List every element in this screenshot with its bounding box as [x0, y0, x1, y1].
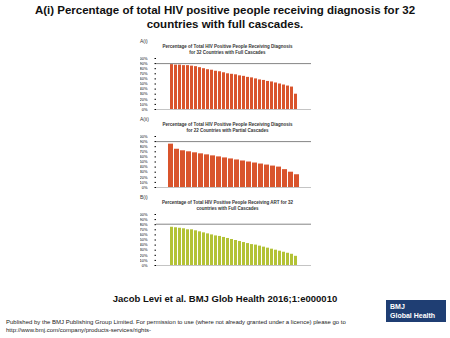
svg-text:60%: 60%	[140, 232, 148, 237]
html-text:Published by the BMJ Publishin: Published by the BMJ Publishing Group Li…	[6, 319, 346, 333]
svg-text:0%: 0%	[142, 185, 148, 190]
html-text:Percentage of Total HIV Positi: Percentage of Total HIV Positive People …	[162, 200, 293, 211]
svg-text:0%: 0%	[142, 107, 148, 112]
svg-text:20%: 20%	[140, 253, 148, 258]
svg-text:90%: 90%	[140, 139, 148, 144]
svg-text:40%: 40%	[140, 86, 148, 91]
svg-text:40%: 40%	[140, 242, 148, 247]
svg-text:20%: 20%	[140, 175, 148, 180]
svg-text:50%: 50%	[140, 237, 148, 242]
html-text:A(i) Percentage of total HIV p: A(i) Percentage of total HIV positive pe…	[34, 4, 416, 30]
html-text:Percentage of Total HIV Positi: Percentage of Total HIV Positive People …	[162, 122, 293, 133]
svg-text:60%: 60%	[140, 154, 148, 159]
svg-text:30%: 30%	[140, 247, 148, 252]
svg-text:70%: 70%	[140, 227, 148, 232]
svg-text:40%: 40%	[140, 164, 148, 169]
svg-text:90%: 90%	[140, 217, 148, 222]
svg-text:20%: 20%	[140, 97, 148, 102]
svg-text:50%: 50%	[140, 81, 148, 86]
svg-text:70%: 70%	[140, 71, 148, 76]
svg-text:100%: 100%	[140, 212, 148, 217]
svg-text:10%: 10%	[140, 102, 148, 107]
svg-text:10%: 10%	[140, 258, 148, 263]
svg-text:70%: 70%	[140, 149, 148, 154]
html-text:Percentage of Total HIV Positi: Percentage of Total HIV Positive People …	[162, 44, 293, 55]
svg-text:80%: 80%	[140, 222, 148, 227]
html-text:A(i): A(i)	[140, 38, 148, 44]
svg-text:100%: 100%	[140, 134, 148, 139]
svg-text:10%: 10%	[140, 180, 148, 185]
html-text:B(i): B(i)	[140, 194, 148, 200]
html-text:A(ii): A(ii)	[140, 116, 149, 122]
html-text:BMJ: BMJ	[390, 303, 405, 310]
svg-text:0%: 0%	[142, 263, 148, 268]
svg-text:30%: 30%	[140, 91, 148, 96]
svg-text:100%: 100%	[140, 56, 148, 61]
svg-text:80%: 80%	[140, 66, 148, 71]
svg-text:50%: 50%	[140, 159, 148, 164]
svg-text:60%: 60%	[140, 76, 148, 81]
html-text:Global Health: Global Health	[390, 312, 436, 319]
svg-text:90%: 90%	[140, 61, 148, 66]
html-text:Jacob Levi et al. BMJ Glob Hea: Jacob Levi et al. BMJ Glob Health 2016;1…	[112, 293, 338, 304]
svg-text:30%: 30%	[140, 169, 148, 174]
svg-text:80%: 80%	[140, 144, 148, 149]
